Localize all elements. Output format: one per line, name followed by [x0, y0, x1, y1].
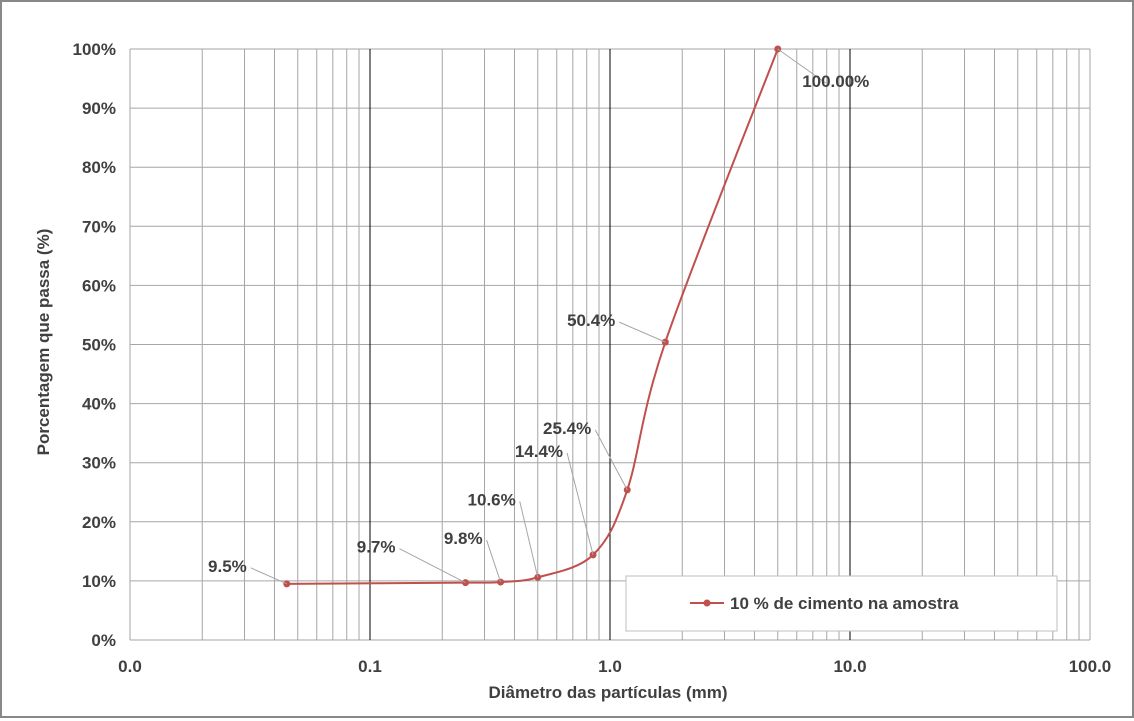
label-leader-line — [486, 539, 502, 583]
y-tick-label: 30% — [82, 454, 116, 473]
label-leader-line — [619, 321, 666, 343]
x-tick-label: 10.0 — [833, 657, 866, 676]
y-tick-label: 0% — [91, 631, 116, 650]
series-layer — [283, 45, 782, 588]
x-tick-label: 1.0 — [598, 657, 622, 676]
legend-entry-label: 10 % de cimento na amostra — [730, 594, 959, 613]
x-axis-title: Diâmetro das partículas (mm) — [488, 683, 727, 702]
y-tick-label: 20% — [82, 513, 116, 532]
label-leader-line — [250, 567, 287, 585]
y-tick-label: 80% — [82, 158, 116, 177]
y-tick-labels: 0% 10% 20% 30% 40% 50% 60% 70% 80% 90% 100% — [73, 40, 116, 650]
legend: 10 % de cimento na amostra — [625, 575, 1058, 632]
label-leader-line — [566, 452, 594, 556]
y-axis-title: Porcentagem que passa (%) — [34, 229, 53, 456]
label-leader-line — [594, 429, 628, 491]
x-tick-label: 100.0 — [1069, 657, 1112, 676]
y-tick-label: 40% — [82, 395, 116, 414]
label-leader-line — [399, 548, 466, 584]
x-tick-labels: 0.0 0.1 1.0 10.0 100.0 — [118, 657, 1111, 676]
major-gridlines — [129, 48, 1091, 641]
data-label: 50.4% — [567, 311, 615, 330]
y-tick-label: 10% — [82, 572, 116, 591]
y-tick-label: 90% — [82, 99, 116, 118]
data-label: 100.00% — [802, 72, 869, 91]
series-line — [286, 48, 779, 585]
data-label: 10.6% — [468, 490, 516, 509]
label-leader-line — [519, 501, 539, 578]
label-leader-line — [777, 48, 827, 84]
data-labels: 9.5% 9.7% 9.8% 10.6% 14.4% 25.4% 50.4% 100.00% — [208, 48, 869, 585]
y-tick-label: 100% — [73, 40, 116, 59]
data-label: 14.4% — [515, 442, 563, 461]
data-label: 9.5% — [208, 557, 247, 576]
x-tick-label: 0.1 — [358, 657, 382, 676]
y-tick-label: 50% — [82, 336, 116, 355]
data-label: 25.4% — [543, 419, 591, 438]
y-tick-label: 70% — [82, 217, 116, 236]
y-tick-label: 60% — [82, 276, 116, 295]
x-tick-label: 0.0 — [118, 657, 142, 676]
data-label: 9.7% — [357, 538, 396, 557]
data-label: 9.8% — [444, 529, 483, 548]
legend-marker — [703, 599, 711, 607]
